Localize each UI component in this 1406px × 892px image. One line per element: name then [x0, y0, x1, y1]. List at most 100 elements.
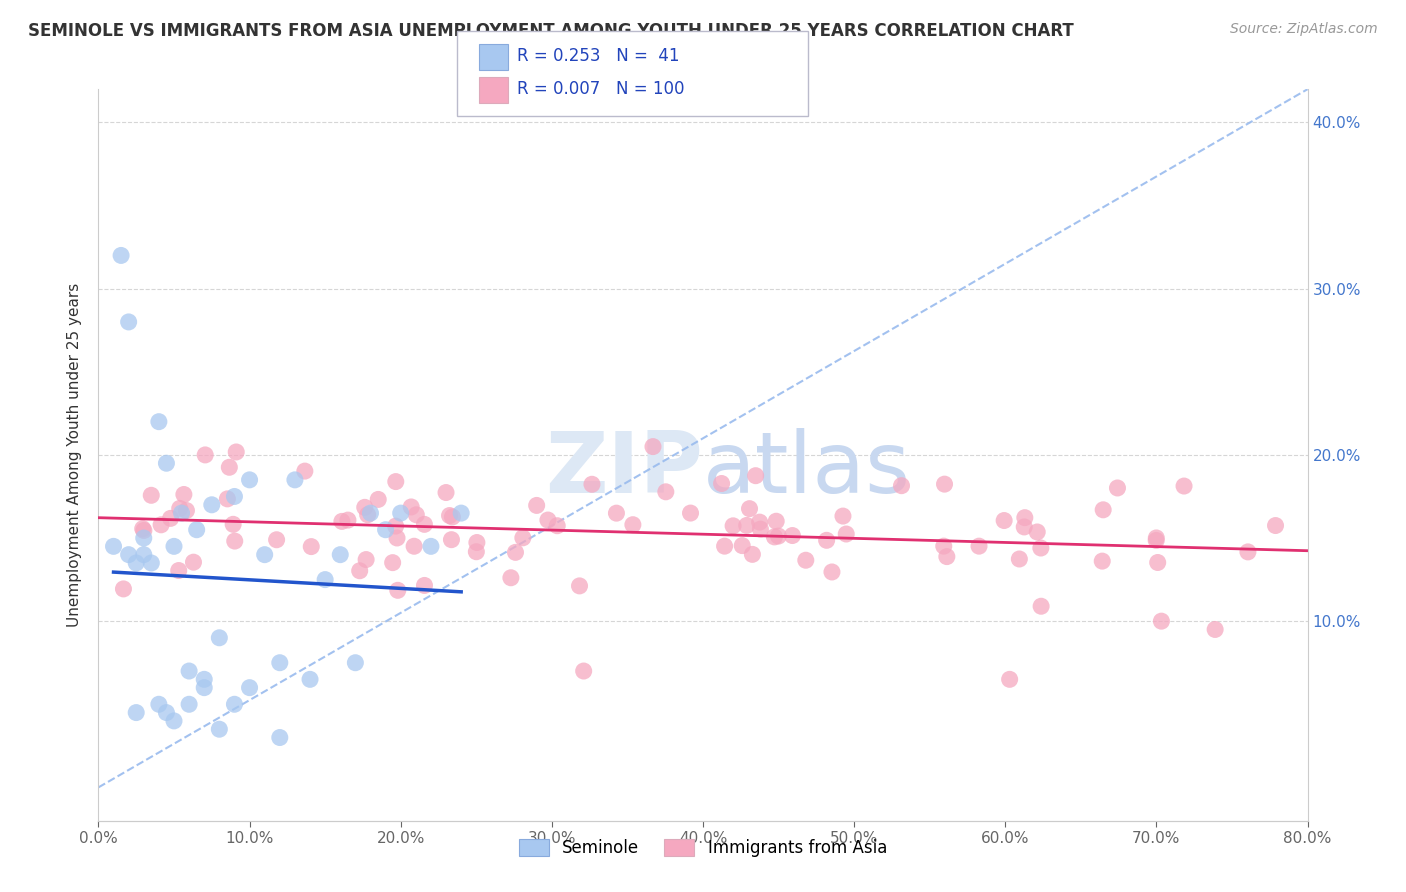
Immigrants from Asia — [641, 440, 664, 454]
Seminole — [344, 656, 367, 670]
Immigrants from Asia — [710, 476, 733, 491]
Seminole — [389, 506, 412, 520]
Seminole — [253, 548, 276, 562]
Immigrants from Asia — [299, 540, 322, 554]
Immigrants from Asia — [434, 485, 457, 500]
Immigrants from Asia — [1173, 479, 1195, 493]
Immigrants from Asia — [568, 579, 591, 593]
Immigrants from Asia — [835, 527, 858, 541]
Immigrants from Asia — [526, 499, 548, 513]
Immigrants from Asia — [655, 484, 678, 499]
Immigrants from Asia — [218, 460, 240, 475]
Immigrants from Asia — [998, 673, 1021, 687]
Seminole — [193, 681, 215, 695]
Immigrants from Asia — [1237, 545, 1260, 559]
Immigrants from Asia — [159, 511, 181, 525]
Immigrants from Asia — [356, 508, 378, 522]
Immigrants from Asia — [112, 582, 135, 596]
Seminole — [269, 731, 291, 745]
Immigrants from Asia — [294, 464, 316, 478]
Seminole — [148, 698, 170, 712]
Seminole — [224, 490, 246, 504]
Seminole — [420, 539, 443, 553]
Immigrants from Asia — [141, 488, 163, 502]
Immigrants from Asia — [721, 518, 744, 533]
Immigrants from Asia — [384, 475, 406, 489]
Immigrants from Asia — [385, 531, 408, 545]
Immigrants from Asia — [1014, 510, 1036, 524]
Text: SEMINOLE VS IMMIGRANTS FROM ASIA UNEMPLOYMENT AMONG YOUTH UNDER 25 YEARS CORRELA: SEMINOLE VS IMMIGRANTS FROM ASIA UNEMPLO… — [28, 22, 1074, 40]
Immigrants from Asia — [782, 528, 804, 542]
Immigrants from Asia — [169, 501, 191, 516]
Immigrants from Asia — [413, 578, 436, 592]
Immigrants from Asia — [731, 539, 754, 553]
Seminole — [148, 415, 170, 429]
Immigrants from Asia — [465, 535, 488, 549]
Seminole — [170, 506, 193, 520]
Immigrants from Asia — [621, 517, 644, 532]
Immigrants from Asia — [405, 508, 427, 522]
Immigrants from Asia — [384, 519, 406, 533]
Immigrants from Asia — [413, 517, 436, 532]
Immigrants from Asia — [735, 518, 758, 533]
Seminole — [155, 706, 177, 720]
Immigrants from Asia — [713, 539, 735, 553]
Seminole — [329, 548, 352, 562]
Immigrants from Asia — [1012, 520, 1035, 534]
Immigrants from Asia — [399, 500, 422, 514]
Immigrants from Asia — [224, 534, 246, 549]
Seminole — [208, 723, 231, 737]
Immigrants from Asia — [499, 571, 522, 585]
Immigrants from Asia — [679, 506, 702, 520]
Seminole — [224, 698, 246, 712]
Y-axis label: Unemployment Among Youth under 25 years: Unemployment Among Youth under 25 years — [67, 283, 83, 627]
Immigrants from Asia — [748, 515, 770, 529]
Immigrants from Asia — [815, 533, 838, 548]
Immigrants from Asia — [131, 522, 153, 536]
Immigrants from Asia — [1107, 481, 1129, 495]
Seminole — [163, 539, 186, 553]
Text: R = 0.253   N =  41: R = 0.253 N = 41 — [517, 47, 681, 65]
Immigrants from Asia — [266, 533, 288, 547]
Seminole — [314, 573, 336, 587]
Seminole — [360, 506, 382, 520]
Immigrants from Asia — [1091, 554, 1114, 568]
Immigrants from Asia — [465, 545, 488, 559]
Immigrants from Asia — [763, 530, 786, 544]
Immigrants from Asia — [1026, 524, 1049, 539]
Seminole — [239, 681, 262, 695]
Immigrants from Asia — [738, 501, 761, 516]
Immigrants from Asia — [832, 509, 855, 524]
Immigrants from Asia — [183, 555, 205, 569]
Immigrants from Asia — [440, 533, 463, 547]
Seminole — [163, 714, 186, 728]
Immigrants from Asia — [934, 477, 956, 491]
Immigrants from Asia — [821, 565, 844, 579]
Immigrants from Asia — [176, 503, 198, 517]
Immigrants from Asia — [765, 514, 787, 528]
Immigrants from Asia — [349, 564, 371, 578]
Immigrants from Asia — [1029, 541, 1052, 555]
Immigrants from Asia — [222, 517, 245, 532]
Immigrants from Asia — [993, 514, 1015, 528]
Seminole — [193, 673, 215, 687]
Seminole — [374, 523, 396, 537]
Immigrants from Asia — [1146, 556, 1168, 570]
Immigrants from Asia — [194, 448, 217, 462]
Text: atlas: atlas — [703, 428, 911, 511]
Immigrants from Asia — [572, 664, 595, 678]
Seminole — [155, 456, 177, 470]
Text: Source: ZipAtlas.com: Source: ZipAtlas.com — [1230, 22, 1378, 37]
Seminole — [125, 556, 148, 570]
Immigrants from Asia — [404, 539, 426, 553]
Seminole — [118, 315, 141, 329]
Text: ZIP: ZIP — [546, 428, 703, 511]
Seminole — [132, 548, 155, 562]
Immigrants from Asia — [794, 553, 817, 567]
Immigrants from Asia — [1150, 614, 1173, 628]
Immigrants from Asia — [744, 468, 766, 483]
Immigrants from Asia — [225, 445, 247, 459]
Immigrants from Asia — [1144, 531, 1167, 545]
Immigrants from Asia — [1264, 518, 1286, 533]
Immigrants from Asia — [132, 524, 155, 538]
